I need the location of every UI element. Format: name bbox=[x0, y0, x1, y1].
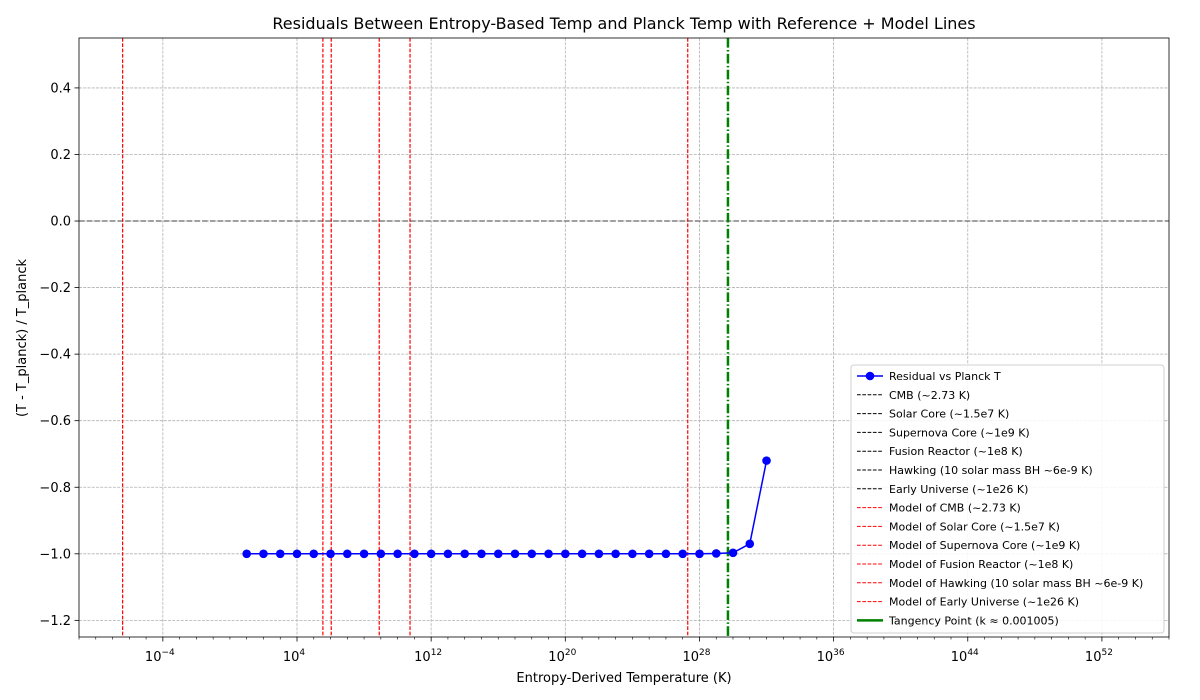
legend-marker bbox=[865, 371, 875, 381]
legend-label: Hawking (10 solar mass BH ~6e-9 K) bbox=[889, 464, 1093, 477]
legend-label: CMB (~2.73 K) bbox=[889, 389, 970, 402]
residual-point bbox=[661, 549, 671, 559]
residual-point bbox=[628, 549, 637, 559]
plot-frame bbox=[78, 37, 1170, 638]
residual-point bbox=[711, 549, 721, 558]
legend: Residual vs Planck T CMB (~2.73 K) Solar C… bbox=[850, 364, 1165, 634]
x-axis-label: Entropy-Derived Temperature (K) bbox=[516, 671, 731, 686]
residual-point bbox=[309, 549, 319, 559]
x-tick-label: 1012 bbox=[414, 648, 442, 665]
residual-point bbox=[493, 549, 503, 559]
legend-label: Fusion Reactor (~1e8 K) bbox=[889, 445, 1023, 458]
residual-point bbox=[259, 549, 268, 559]
x-tick-label: 1036 bbox=[817, 648, 845, 665]
x-tick-label: 1044 bbox=[951, 648, 979, 665]
residual-point bbox=[326, 549, 335, 559]
y-tick-label: −1.2 bbox=[39, 614, 71, 629]
residual-point bbox=[443, 549, 453, 559]
residual-point bbox=[695, 549, 704, 559]
x-tick-label: 10−4 bbox=[145, 648, 175, 665]
residual-point bbox=[275, 549, 285, 559]
legend-label: Supernova Core (~1e9 K) bbox=[889, 426, 1030, 439]
legend-label: Early Universe (~1e26 K) bbox=[889, 483, 1028, 496]
x-tick-label: 104 bbox=[283, 648, 306, 665]
residual-point bbox=[728, 548, 738, 558]
residual-point bbox=[544, 549, 553, 559]
x-tick-label: 1052 bbox=[1085, 648, 1113, 665]
tick-labels: 10−4 104 1012 1020 1028 1036 1044 1052 0.4 0.2 0.0… bbox=[39, 81, 1113, 665]
legend-label: Residual vs Planck T bbox=[889, 370, 1001, 383]
residual-point bbox=[292, 549, 302, 559]
residual-point bbox=[343, 549, 352, 559]
legend-box bbox=[850, 364, 1165, 634]
y-tick-label: −1.0 bbox=[39, 547, 71, 562]
residual-point bbox=[594, 549, 604, 559]
legend-label: Model of Fusion Reactor (~1e8 K) bbox=[889, 558, 1073, 571]
residual-point bbox=[762, 456, 771, 465]
residual-point bbox=[577, 549, 587, 559]
residual-point bbox=[745, 539, 755, 549]
residual-point bbox=[242, 549, 251, 559]
legend-label: Model of Supernova Core (~1e9 K) bbox=[889, 539, 1080, 552]
x-tick-label: 1020 bbox=[548, 648, 576, 665]
residual-point bbox=[527, 549, 537, 559]
residual-point bbox=[460, 549, 469, 559]
y-tick-label: −0.4 bbox=[39, 348, 71, 363]
residual-point bbox=[376, 549, 386, 559]
axes bbox=[74, 37, 1170, 642]
vertical-lines bbox=[79, 38, 1169, 637]
y-tick-label: 0.0 bbox=[50, 215, 71, 230]
y-tick-label: −0.2 bbox=[39, 281, 71, 296]
residual-point bbox=[611, 549, 620, 559]
legend-label: Model of Early Universe (~1e26 K) bbox=[889, 596, 1079, 609]
y-tick-label: 0.2 bbox=[50, 148, 71, 163]
residual-point bbox=[678, 549, 687, 559]
residual-point bbox=[477, 549, 486, 559]
residual-point bbox=[393, 549, 402, 559]
data-series bbox=[242, 456, 771, 559]
y-tick-label: 0.4 bbox=[50, 81, 71, 96]
y-tick-label: −0.8 bbox=[39, 481, 71, 496]
y-axis-label: (T - T_planck) / T_planck bbox=[15, 259, 30, 418]
residual-point bbox=[644, 549, 654, 559]
residual-point bbox=[426, 549, 436, 559]
y-tick-label: −0.6 bbox=[39, 414, 71, 429]
residual-point bbox=[359, 549, 369, 559]
legend-label: Model of Hawking (10 solar mass BH ~6e-9… bbox=[889, 577, 1143, 590]
residual-point bbox=[410, 549, 419, 559]
chart-title: Residuals Between Entropy-Based Temp and… bbox=[272, 14, 975, 33]
legend-label: Model of CMB (~2.73 K) bbox=[889, 502, 1021, 515]
residual-point bbox=[561, 549, 570, 559]
legend-label: Model of Solar Core (~1.5e7 K) bbox=[889, 520, 1060, 533]
legend-label: Solar Core (~1.5e7 K) bbox=[889, 408, 1009, 421]
x-tick-label: 1028 bbox=[682, 648, 710, 665]
residual-point bbox=[510, 549, 520, 559]
legend-label: Tangency Point (k ≈ 0.001005) bbox=[888, 614, 1059, 627]
